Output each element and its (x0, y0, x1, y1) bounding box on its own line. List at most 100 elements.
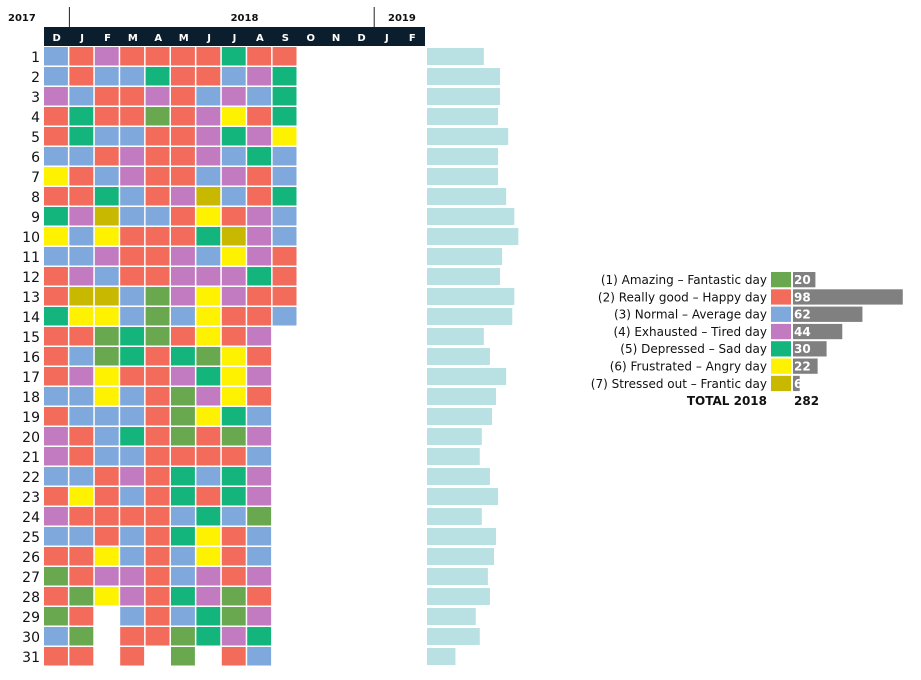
mood-cell (94, 507, 119, 526)
mood-cell (247, 407, 272, 426)
daily-bar (427, 308, 513, 325)
count-value: 20 (794, 273, 811, 287)
mood-cell (171, 387, 195, 406)
mood-cell (272, 147, 297, 166)
daily-bar (427, 368, 507, 385)
mood-cell (247, 467, 272, 486)
mood-cell (145, 287, 170, 306)
mood-cell (94, 67, 119, 86)
mood-cell (69, 507, 94, 526)
mood-cell (145, 627, 170, 646)
mood-cell (44, 307, 68, 326)
daily-bar (427, 488, 499, 505)
mood-cell (247, 627, 272, 646)
mood-cell (69, 127, 94, 146)
daily-bar (427, 348, 490, 365)
count-value: 44 (794, 325, 811, 339)
mood-cell (120, 247, 145, 266)
mood-cell (171, 227, 195, 246)
mood-cell (272, 107, 297, 126)
mood-cell (247, 247, 272, 266)
mood-cell (221, 67, 246, 86)
mood-cell (247, 87, 272, 106)
mood-cell (44, 167, 68, 186)
mood-cell (196, 487, 221, 506)
mood-cell (247, 47, 272, 66)
month-header-band (44, 27, 425, 46)
legend-swatch (771, 341, 791, 357)
mood-cell (69, 307, 94, 326)
day-label: 16 (22, 350, 40, 366)
month-label: A (154, 33, 162, 44)
mood-cell (44, 607, 68, 626)
mood-cell (196, 627, 221, 646)
mood-cell (221, 207, 246, 226)
mood-cell (44, 47, 68, 66)
daily-bar (427, 88, 501, 105)
mood-cell (120, 527, 145, 546)
month-label: J (206, 33, 211, 44)
mood-cell (272, 247, 297, 266)
day-label: 18 (22, 390, 40, 406)
daily-bar (427, 128, 509, 145)
mood-cell (69, 147, 94, 166)
mood-cell (272, 67, 297, 86)
mood-cell (221, 247, 246, 266)
year-label: 2018 (231, 13, 259, 24)
mood-cell (196, 407, 221, 426)
count-bar (793, 272, 816, 288)
mood-cell (196, 527, 221, 546)
mood-cell (247, 547, 272, 566)
mood-cell (196, 547, 221, 566)
legend-swatch (771, 358, 791, 374)
mood-cell (171, 467, 195, 486)
mood-cell (69, 247, 94, 266)
mood-cell (171, 207, 195, 226)
mood-cell (221, 387, 246, 406)
mood-cell (171, 527, 195, 546)
mood-cell (69, 447, 94, 466)
mood-cell (94, 187, 119, 206)
mood-cell (120, 347, 145, 366)
day-label: 28 (22, 590, 40, 606)
mood-cell (196, 87, 221, 106)
month-label: A (256, 33, 264, 44)
mood-cell (94, 287, 119, 306)
mood-cell (171, 567, 195, 586)
mood-cell (247, 367, 272, 386)
mood-cell (145, 207, 170, 226)
mood-cell (171, 487, 195, 506)
daily-bars (427, 48, 519, 665)
daily-bar (427, 228, 519, 245)
day-label: 21 (22, 450, 40, 466)
daily-bar (427, 588, 490, 605)
mood-cell (196, 347, 221, 366)
mood-cell (247, 507, 272, 526)
day-label: 12 (22, 270, 40, 286)
day-label: 23 (22, 490, 40, 506)
daily-bar (427, 468, 490, 485)
mood-cell (145, 367, 170, 386)
mood-cell (69, 607, 94, 626)
mood-cell (94, 487, 119, 506)
mood-cell (247, 587, 272, 606)
mood-cell (44, 487, 68, 506)
daily-bar (427, 428, 482, 445)
mood-cell (196, 227, 221, 246)
mood-cell (94, 447, 119, 466)
mood-cell (120, 227, 145, 246)
mood-cell (171, 327, 195, 346)
mood-cell (120, 307, 145, 326)
count-value: 62 (794, 308, 811, 322)
mood-cell (196, 147, 221, 166)
mood-cell (120, 507, 145, 526)
daily-bar (427, 288, 515, 305)
day-label: 2 (31, 70, 40, 86)
mood-cell (94, 567, 119, 586)
mood-cell (44, 287, 68, 306)
mood-cell (221, 267, 246, 286)
mood-cell (196, 127, 221, 146)
mood-cell (145, 487, 170, 506)
mood-cell (196, 447, 221, 466)
mood-cell (221, 347, 246, 366)
